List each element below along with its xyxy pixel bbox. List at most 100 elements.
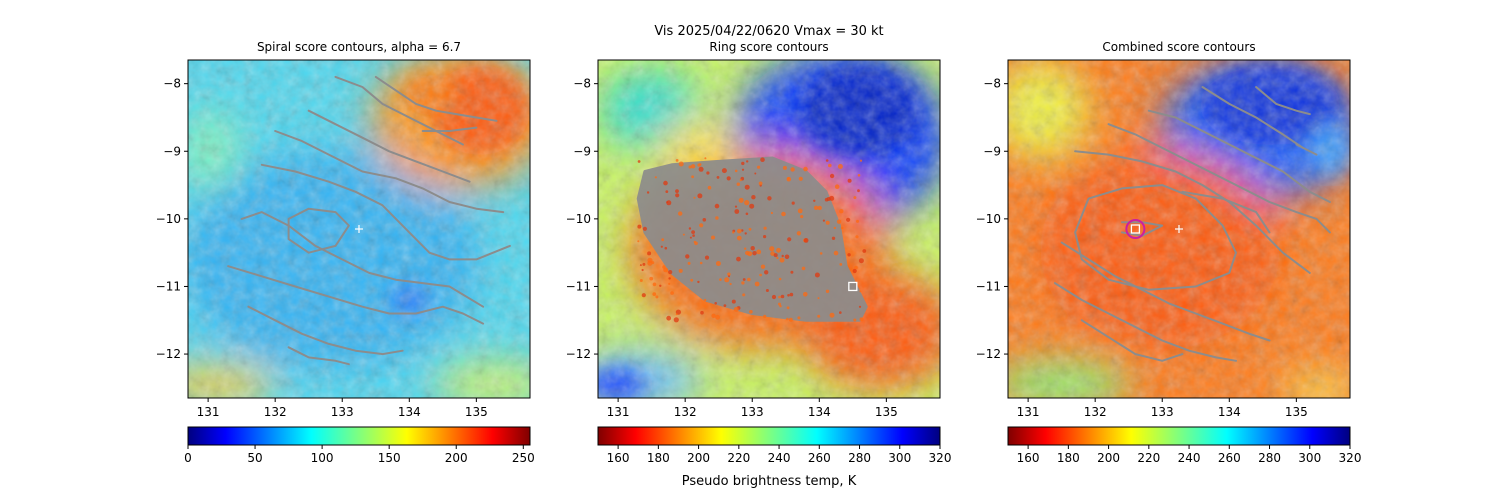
ring-speck bbox=[833, 250, 839, 256]
y-tick-label: −11 bbox=[976, 279, 1001, 293]
colorbar-tick-label: 50 bbox=[247, 451, 262, 465]
colorbar-ticks: 160 180 200 220 240 260 280 300 320 bbox=[1017, 445, 1362, 465]
ring-speck bbox=[733, 306, 739, 312]
ring-speck bbox=[652, 292, 657, 296]
ring-speck bbox=[737, 228, 742, 234]
contour-line bbox=[374, 75, 498, 122]
ring-speck bbox=[690, 278, 694, 282]
ring-speck bbox=[666, 200, 672, 206]
contour-line bbox=[1121, 221, 1164, 237]
ring-speck bbox=[752, 251, 757, 256]
ring-speck bbox=[769, 246, 775, 252]
ring-speck bbox=[731, 299, 736, 304]
ring-speck bbox=[790, 167, 795, 172]
ring-speck bbox=[757, 165, 761, 169]
colorbar-ring bbox=[598, 427, 940, 445]
colorbar-combined bbox=[1008, 427, 1350, 445]
colorbar-tick-label: 280 bbox=[848, 451, 871, 465]
colorbar-tick-label: 220 bbox=[727, 451, 750, 465]
ring-speck bbox=[707, 185, 712, 190]
y-ticks: −8 −9 −10 −11 −12 bbox=[976, 77, 1008, 361]
ring-speck bbox=[715, 314, 720, 320]
ring-speck bbox=[691, 230, 695, 235]
ring-speck bbox=[786, 306, 790, 310]
ring-speck bbox=[760, 157, 765, 162]
ring-speck bbox=[726, 176, 731, 181]
ring-speck bbox=[856, 219, 859, 223]
ring-speck bbox=[744, 247, 747, 250]
ring-speck bbox=[855, 235, 859, 239]
colorbar-tick-label: 320 bbox=[929, 451, 952, 465]
ring-speck bbox=[702, 218, 707, 222]
ring-speck bbox=[853, 196, 857, 200]
ring-speck bbox=[788, 317, 793, 322]
ring-speck bbox=[673, 317, 679, 323]
ring-speck bbox=[687, 261, 691, 265]
ring-speck bbox=[779, 257, 785, 263]
colorbar-tick-label: 240 bbox=[768, 451, 791, 465]
ring-speck bbox=[659, 284, 662, 287]
ring-speck bbox=[833, 226, 836, 230]
ring-speck bbox=[699, 223, 704, 228]
ring-speck bbox=[853, 318, 857, 322]
ring-speck bbox=[736, 182, 740, 186]
colorbar-ticks: 160 180 200 220 240 260 280 300 320 bbox=[607, 445, 952, 465]
square-marker bbox=[1130, 224, 1141, 234]
panel-title-ring: Ring score contours bbox=[709, 40, 828, 54]
ring-speck bbox=[787, 177, 790, 180]
ring-speck bbox=[744, 184, 750, 190]
ring-speck bbox=[647, 260, 653, 266]
ring-speck bbox=[781, 254, 784, 258]
contour-line bbox=[334, 75, 464, 146]
ring-speck bbox=[654, 176, 657, 179]
x-ticks: 131 132 133 134 135 bbox=[607, 398, 898, 419]
ring-speck bbox=[704, 255, 710, 260]
ring-speck bbox=[791, 201, 795, 205]
ring-speck bbox=[839, 263, 843, 266]
y-tick-label: −8 bbox=[983, 77, 1001, 91]
ring-speck bbox=[747, 277, 751, 282]
ring-speck bbox=[693, 196, 696, 199]
y-ticks: −8 −9 −10 −11 −12 bbox=[566, 77, 598, 361]
y-tick-label: −12 bbox=[156, 347, 181, 361]
colorbar-tick-label: 320 bbox=[1339, 451, 1362, 465]
y-tick-label: −12 bbox=[976, 347, 1001, 361]
ring-speck bbox=[698, 166, 704, 172]
axes-frame bbox=[597, 59, 941, 399]
ring-speck bbox=[825, 220, 830, 225]
colorbar-label: Pseudo brightness temp, K bbox=[682, 474, 857, 489]
ring-speck bbox=[778, 277, 782, 281]
ring-speck bbox=[773, 253, 778, 258]
ring-speck bbox=[857, 189, 860, 193]
ring-speck bbox=[719, 278, 722, 281]
ring-score-region bbox=[636, 156, 868, 323]
ring-speck bbox=[831, 236, 836, 240]
ring-speck bbox=[706, 171, 710, 175]
ring-speck bbox=[787, 294, 790, 297]
ring-speck bbox=[663, 180, 668, 186]
colorbar-tick-label: 200 bbox=[687, 451, 710, 465]
x-ticks: 131 132 133 134 135 bbox=[1017, 398, 1308, 419]
ring-speck bbox=[858, 305, 862, 308]
colorbar-tick-label: 260 bbox=[808, 451, 831, 465]
colorbar-tick-label: 180 bbox=[1057, 451, 1080, 465]
ring-speck bbox=[784, 254, 790, 260]
contour-line bbox=[421, 126, 478, 132]
colorbar-tick-label: 300 bbox=[888, 451, 911, 465]
contour-line bbox=[1181, 190, 1271, 234]
ring-speck bbox=[778, 302, 781, 306]
ring-speck bbox=[652, 282, 657, 287]
contour-line bbox=[1147, 109, 1331, 203]
ring-speck bbox=[764, 270, 769, 275]
ring-speck bbox=[748, 227, 752, 231]
axes-frame bbox=[1007, 59, 1351, 399]
ring-speck bbox=[734, 205, 738, 208]
heatmap-spiral bbox=[188, 60, 530, 398]
x-ticks: 131 132 133 134 135 bbox=[197, 398, 488, 419]
contour-line bbox=[1080, 319, 1184, 362]
ring-speck bbox=[637, 240, 640, 243]
y-tick-label: −11 bbox=[566, 279, 591, 293]
ring-speck bbox=[682, 233, 685, 236]
ring-speck bbox=[780, 294, 785, 299]
ring-speck bbox=[787, 237, 792, 242]
